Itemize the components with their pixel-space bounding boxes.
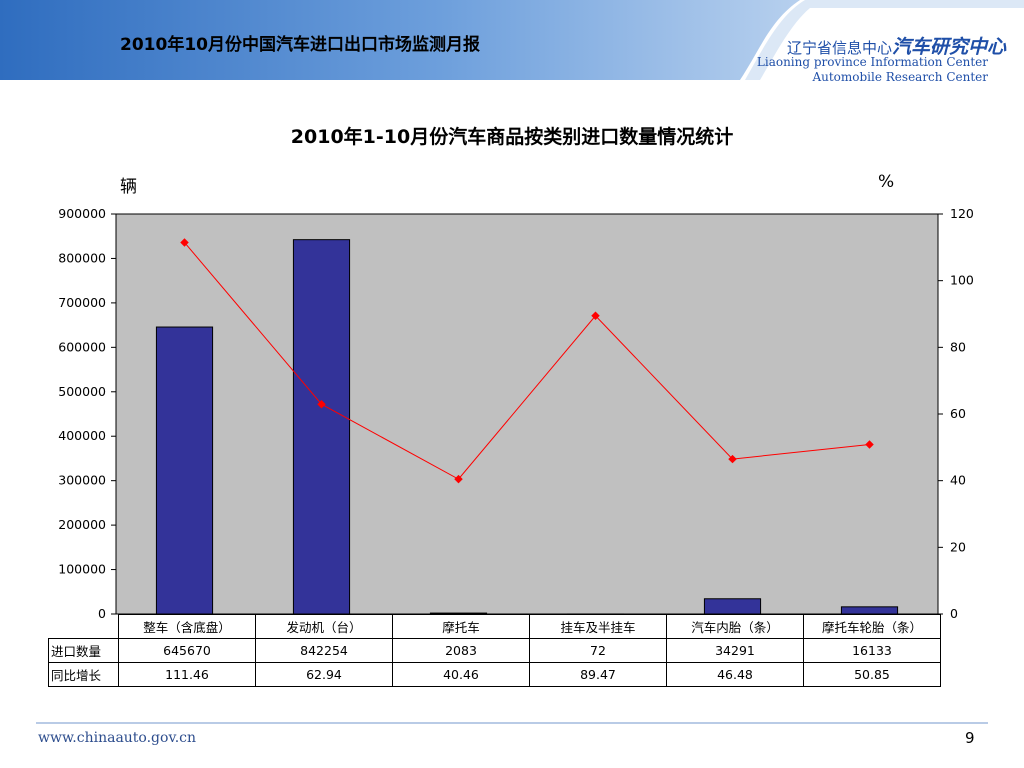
line-marker — [454, 474, 463, 484]
logo-cn-big: 汽车研究中心 — [892, 36, 1007, 58]
header-band — [0, 0, 1024, 80]
table-col-header: 发动机（台） — [255, 614, 393, 639]
bar — [703, 598, 762, 615]
y-right-tick-label: 80 — [950, 339, 966, 354]
data-table: 整车（含底盘） 发动机（台） 摩托车 挂车及半挂车 汽车内胎（条） 摩托车轮胎（… — [48, 614, 941, 687]
y-right-tick-label: 100 — [950, 273, 974, 288]
table-cell: 46.48 — [666, 662, 804, 687]
logo-en-line2: Automobile Research Center — [812, 70, 988, 84]
y-axis-right: 0 20 40 60 80 100 120 — [938, 206, 974, 621]
table-col-header: 摩托车轮胎（条） — [803, 614, 941, 639]
table-cell: 40.46 — [392, 662, 530, 687]
line-series — [180, 238, 874, 484]
page-number: 9 — [965, 729, 975, 747]
table-col-header: 挂车及半挂车 — [529, 614, 667, 639]
bar-series — [155, 239, 899, 615]
table-cell: 72 — [529, 638, 667, 663]
y-left-tick-label: 400000 — [58, 428, 106, 443]
footer-url: www.chinaauto.gov.cn — [38, 730, 197, 746]
footer-divider — [36, 722, 988, 724]
logo-cn: 辽宁省信息中心汽车研究中心 — [787, 32, 1006, 59]
table-cell: 34291 — [666, 638, 804, 663]
y-axis-unit-right: % — [878, 172, 895, 192]
table-row-header: 进口数量 — [48, 638, 119, 663]
y-axis-left: 0 100000 200000 300000 400000 500000 600000 700… — [58, 206, 116, 621]
y-left-tick-label: 200000 — [58, 517, 106, 532]
y-left-tick-label: 300000 — [58, 473, 106, 488]
table-cell: 62.94 — [255, 662, 393, 687]
y-left-tick-label: 600000 — [58, 339, 106, 354]
table-cell: 842254 — [255, 638, 393, 663]
table-cell: 16133 — [803, 638, 941, 663]
table-cell: 50.85 — [803, 662, 941, 687]
table-cell: 645670 — [118, 638, 256, 663]
line-marker — [317, 399, 326, 409]
bar — [292, 239, 351, 615]
table-row: 同比增长 111.46 62.94 40.46 89.47 46.48 50.8… — [48, 662, 941, 687]
report-title: 2010年10月份中国汽车进口出口市场监测月报 — [120, 35, 480, 55]
y-left-tick-label: 500000 — [58, 384, 106, 399]
plot-area — [115, 213, 939, 615]
line-marker — [728, 454, 737, 464]
table-col-header: 汽车内胎（条） — [666, 614, 804, 639]
y-left-tick-label: 900000 — [58, 206, 106, 221]
line-marker — [591, 311, 600, 321]
bar — [840, 606, 899, 615]
y-axis-unit-left: 辆 — [120, 177, 137, 197]
table-col-header: 摩托车 — [392, 614, 530, 639]
y-left-tick-label: 800000 — [58, 250, 106, 265]
y-right-tick-label: 0 — [950, 606, 958, 621]
table-cell: 89.47 — [529, 662, 667, 687]
y-right-tick-label: 40 — [950, 473, 966, 488]
table-corner — [48, 614, 119, 639]
growth-line — [184, 242, 870, 480]
logo-cn-small: 辽宁省信息中心 — [787, 39, 893, 57]
y-left-tick-label: 100000 — [58, 562, 106, 577]
table-row-header: 同比增长 — [48, 662, 119, 687]
table-cell: 111.46 — [118, 662, 256, 687]
y-right-tick-label: 60 — [950, 406, 966, 421]
table-row: 进口数量 645670 842254 2083 72 34291 16133 — [48, 638, 941, 663]
bar — [155, 326, 214, 615]
logo-en-line1: Liaoning province Information Center — [756, 55, 988, 69]
table-col-header: 整车（含底盘） — [118, 614, 256, 639]
y-left-tick-label: 0 — [98, 606, 106, 621]
table-header-row: 整车（含底盘） 发动机（台） 摩托车 挂车及半挂车 汽车内胎（条） 摩托车轮胎（… — [48, 614, 941, 639]
y-right-tick-label: 20 — [950, 539, 966, 554]
chart-title: 2010年1-10月份汽车商品按类别进口数量情况统计 — [290, 126, 734, 148]
bar — [429, 612, 488, 615]
table-cell: 2083 — [392, 638, 530, 663]
y-right-tick-label: 120 — [950, 206, 974, 221]
chart: 0 100000 200000 300000 400000 500000 600000 700… — [58, 206, 974, 621]
y-left-tick-label: 700000 — [58, 295, 106, 310]
line-marker — [865, 440, 874, 449]
line-marker — [180, 238, 189, 247]
